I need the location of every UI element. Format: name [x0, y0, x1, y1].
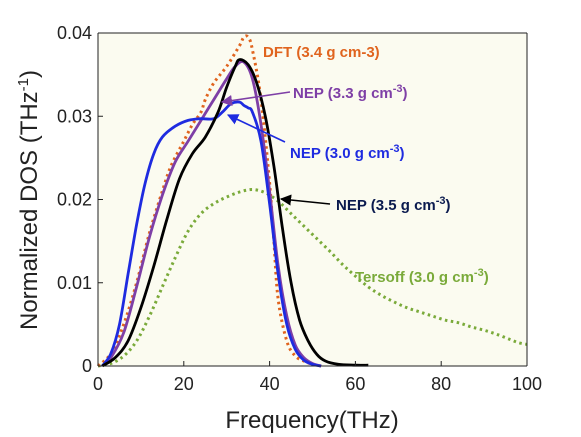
y-tick-label: 0.04: [57, 23, 92, 43]
series-line-nep35: [101, 58, 369, 368]
annotation-tersoff-text: Tersoff (3.0 g cm: [355, 269, 474, 286]
annotation-nep33-text: NEP (3.3 g cm: [293, 85, 393, 102]
annotation-dft-text: DFT (3.4 g cm-3): [263, 44, 380, 61]
y-axis-label: Normalized DOS (THz-1): [15, 70, 43, 330]
annotation-tersoff-close: ): [484, 269, 489, 286]
x-tick-label: 40: [260, 374, 280, 394]
annotation-tersoff: Tersoff (3.0 g cm-3): [355, 267, 489, 286]
series-layer: [96, 34, 528, 368]
annotation-nep35-sup: -3: [436, 195, 446, 207]
y-tick-label: 0.01: [57, 273, 92, 293]
annotation-nep35-text: NEP (3.5 g cm: [336, 197, 436, 214]
annotation-tersoff-sup: -3: [474, 267, 484, 279]
x-tick-label: 20: [174, 374, 194, 394]
annotation-nep33-close: ): [403, 85, 408, 102]
annotation-dft: DFT (3.4 g cm-3): [263, 44, 380, 61]
y-tick-label: 0.03: [57, 106, 92, 126]
annotation-nep30-sup: -3: [390, 143, 400, 155]
annotation-nep35: NEP (3.5 g cm-3): [336, 195, 451, 214]
annotation-nep30-text: NEP (3.0 g cm: [290, 145, 390, 162]
annotation-nep30-close: ): [400, 145, 405, 162]
annotation-nep35-arrow: [279, 194, 331, 206]
annotation-nep35-close: ): [446, 197, 451, 214]
annotation-nep33-sup: -3: [393, 83, 403, 95]
y-axis-label-sup: -1: [15, 78, 32, 91]
series-line-nep30: [101, 100, 322, 368]
x-tick-label: 0: [93, 374, 103, 394]
series-line-tersoff: [97, 187, 528, 368]
annotation-nep33: NEP (3.3 g cm-3): [293, 83, 408, 102]
x-tick-label: 80: [431, 374, 451, 394]
annotation-nep33-arrow: [220, 91, 291, 107]
plot-area: [98, 33, 527, 366]
annotation-nep30-arrow: [226, 114, 286, 143]
tick-layer: 0 20 40 60 80 100 0 0.01 0.02 0.03 0.04: [57, 23, 542, 394]
y-tick-label: 0: [82, 356, 92, 376]
y-axis-label-close: ): [16, 70, 43, 78]
annotation-nep30: NEP (3.0 g cm-3): [290, 143, 405, 162]
x-tick-label: 60: [345, 374, 365, 394]
y-tick-label: 0.02: [57, 190, 92, 210]
x-axis-label: Frequency(THz): [225, 407, 398, 434]
y-axis-label-main: Normalized DOS (THz: [16, 91, 43, 330]
x-tick-label: 100: [512, 374, 542, 394]
